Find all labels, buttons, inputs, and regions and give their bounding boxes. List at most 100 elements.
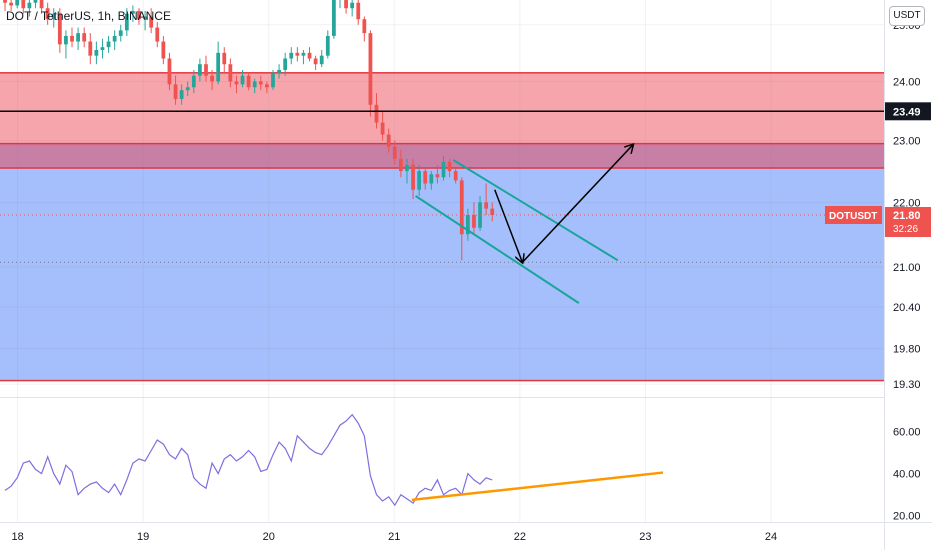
- candle-body: [76, 33, 80, 42]
- rsi-tick-label: 60.00: [893, 427, 921, 439]
- time-axis-border: [0, 522, 932, 523]
- candle-body: [301, 52, 306, 56]
- candle-body: [405, 164, 409, 172]
- candle-body: [453, 171, 458, 181]
- arrow-line: [494, 189, 523, 263]
- candle-body: [472, 214, 476, 228]
- candle-body: [307, 52, 312, 59]
- candle-body: [234, 81, 239, 85]
- time-tick-label: 21: [388, 531, 400, 543]
- candle-body: [210, 75, 214, 82]
- candle-body: [319, 55, 324, 65]
- candle-body: [88, 41, 93, 56]
- candle-body: [185, 87, 190, 91]
- candle-body: [240, 75, 245, 85]
- candle-body: [313, 58, 318, 65]
- candle-body: [356, 2, 361, 20]
- candle-body: [417, 171, 422, 190]
- candle-body: [70, 35, 74, 42]
- candle-body: [155, 27, 160, 42]
- candle-body: [331, 0, 336, 36]
- candle-body: [295, 52, 300, 56]
- candle-body: [325, 35, 330, 56]
- candle-body: [216, 52, 221, 82]
- candle-body: [265, 84, 269, 88]
- candle-body: [45, 8, 50, 20]
- price-badge-value: 21.80: [893, 210, 921, 222]
- candle-body: [258, 81, 263, 85]
- rsi-layer: [4, 413, 664, 507]
- currency-selector[interactable]: USDT: [889, 6, 925, 26]
- price-tick-label: 19.30: [893, 379, 921, 391]
- candle-body: [246, 75, 251, 88]
- candle-body: [252, 81, 257, 88]
- level-badge-label: 23.49: [893, 106, 921, 118]
- time-tick-label: 22: [514, 531, 526, 543]
- price-badge: [885, 206, 931, 237]
- price-tick-label: 20.40: [893, 302, 921, 314]
- candle-body: [33, 0, 38, 3]
- candle-body: [131, 10, 135, 14]
- candle-body: [149, 16, 154, 28]
- candle-body: [204, 64, 208, 76]
- time-tick-label: 18: [11, 531, 23, 543]
- level-badge: [885, 102, 931, 121]
- candle-body: [124, 13, 129, 31]
- candle-body: [27, 2, 32, 9]
- candle-body: [398, 158, 403, 172]
- candle-body: [118, 30, 123, 36]
- candle-body: [167, 58, 172, 85]
- candle-body: [112, 35, 117, 42]
- price-tick-label: 23.00: [893, 136, 921, 148]
- candle-body: [9, 2, 14, 6]
- symbol-badge-label: DOTUSDT: [829, 211, 877, 222]
- candle-body: [191, 75, 196, 88]
- candle-body: [271, 72, 275, 88]
- zone-border-line: [0, 142, 884, 145]
- candles-layer: [3, 0, 495, 261]
- candle-body: [100, 47, 105, 51]
- time-tick-label: 23: [639, 531, 651, 543]
- candle-body: [21, 0, 26, 9]
- axis-border: [884, 0, 885, 550]
- channel-line: [452, 159, 619, 262]
- candle-body: [277, 69, 281, 73]
- candle-body: [386, 134, 391, 147]
- candle-body: [374, 104, 379, 123]
- rsi-tick-label: 40.00: [893, 469, 921, 481]
- candle-body: [283, 58, 288, 70]
- candle-body: [15, 0, 20, 6]
- time-tick-label: 24: [765, 531, 777, 543]
- time-tick-label: 19: [137, 531, 149, 543]
- chart-title: DOT / TetherUS, 1h, BINANCE: [6, 9, 171, 23]
- candle-body: [39, 0, 44, 9]
- candle-body: [344, 0, 348, 9]
- symbol-badge: [825, 205, 882, 224]
- candle-body: [179, 90, 184, 99]
- overlays-layer: [0, 110, 884, 304]
- candle-body: [447, 161, 452, 172]
- candle-body: [289, 52, 294, 59]
- candle-body: [411, 164, 415, 190]
- candle-body: [137, 10, 141, 20]
- candle-body: [380, 122, 385, 135]
- candle-body: [161, 41, 166, 59]
- candle-body: [490, 208, 495, 215]
- candle-body: [57, 13, 62, 45]
- candle-body: [51, 13, 56, 20]
- candle-body: [198, 64, 202, 76]
- rsi-trendline: [411, 471, 664, 502]
- candle-body: [484, 202, 489, 209]
- candle-body: [106, 41, 111, 48]
- candle-body: [423, 171, 428, 184]
- price-tick-label: 19.80: [893, 344, 921, 356]
- candle-body: [435, 174, 440, 178]
- price-tick-label: 24.00: [893, 76, 921, 88]
- zone-border-line: [0, 379, 884, 382]
- candle-body: [441, 161, 446, 178]
- arrow-line: [521, 145, 633, 263]
- zones-layer: [0, 72, 884, 382]
- rsi-line: [4, 413, 493, 507]
- price-tick-label: 21.00: [893, 262, 921, 274]
